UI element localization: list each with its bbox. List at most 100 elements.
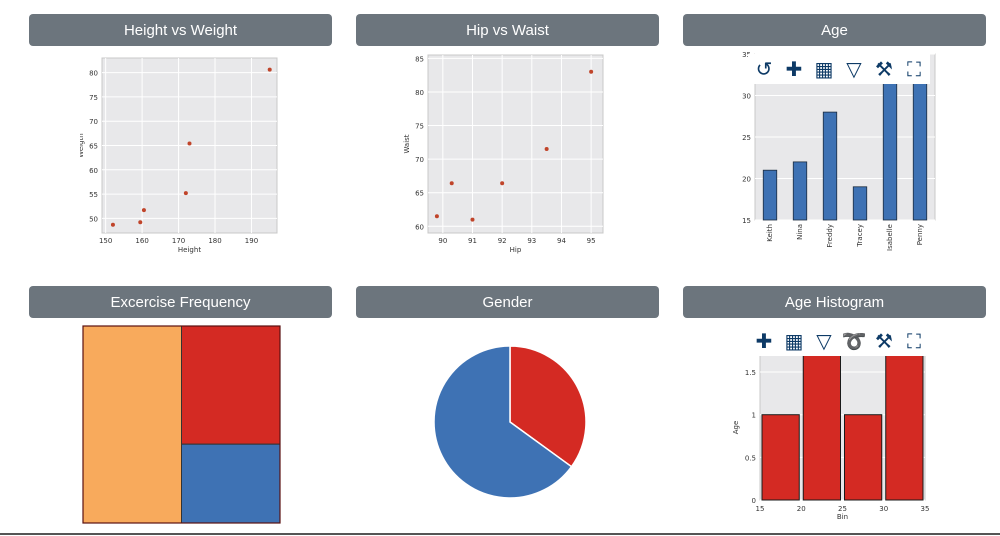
panel-title: Excercise Frequency [29,286,332,318]
x-tick-label: 15 [756,505,765,513]
panel-title: Age Histogram [683,286,986,318]
panel-age: Age [683,14,986,46]
panel-title: Height vs Weight [29,14,332,46]
x-tick-label: 180 [208,237,221,245]
data-point [589,69,594,74]
plot-area [427,54,604,234]
bar [792,161,808,221]
pan-icon[interactable]: ✚ [785,57,803,81]
bar [885,354,924,501]
bottom-divider [0,533,1000,535]
y-axis-label: Age [732,421,740,435]
y-tick-label: 75 [415,123,424,131]
y-tick-label: 85 [415,55,424,63]
x-tick-label: Nina [796,224,804,240]
x-tick-label: 30 [879,505,888,513]
bar [882,78,898,221]
bar [762,169,778,221]
panel-title: Age [683,14,986,46]
y-tick-label: 0.5 [745,454,756,462]
x-tick-label: 20 [797,505,806,513]
y-tick-label: 60 [415,223,424,231]
treemap-tile [181,443,281,524]
panel-gender: Gender [356,286,659,318]
x-tick-label: 160 [135,237,148,245]
x-tick-label: Keith [766,224,774,242]
gender-pie-chart[interactable] [420,338,600,518]
panel-title: Hip vs Waist [356,14,659,46]
panel-age-histogram: Age Histogram [683,286,986,318]
x-tick-label: Freddy [826,224,834,248]
data-point [138,220,143,225]
age-histogram-toolbar: ✚ ▦ ▽ ➰ ⚒ ⛶ [748,326,930,356]
x-axis-label: Height [178,246,201,254]
x-tick-label: 94 [557,237,566,245]
lasso-icon[interactable]: ➰ [841,329,867,353]
x-tick-label: 90 [438,237,447,245]
data-point [434,214,439,219]
bar [802,354,841,501]
fullscreen-icon[interactable]: ⛶ [907,329,921,353]
x-tick-label: 25 [838,505,847,513]
data-point [141,208,146,213]
x-axis-label: Bin [837,513,848,521]
filter-icon[interactable]: ▽ [816,329,832,353]
data-point [470,217,475,222]
y-tick-label: 0 [752,497,756,505]
y-axis-label: Waist [403,134,411,153]
y-tick-label: 1 [752,412,756,420]
y-tick-label: 35 [742,52,751,59]
x-tick-label: 91 [468,237,477,245]
treemap-border [82,325,281,524]
reset-icon[interactable]: ↺ [755,57,773,81]
x-tick-label: Isabelle [886,224,894,251]
data-point [183,191,188,196]
table-icon[interactable]: ▦ [814,57,834,81]
x-tick-label: 150 [99,237,112,245]
age-bar-chart[interactable]: 15 20 25 30 35 Keith Nina Freddy Tracey Isabelle P… [735,52,940,267]
bar [912,70,928,221]
fullscreen-icon[interactable]: ⛶ [907,57,921,81]
bar [761,414,800,501]
y-tick-label: 50 [89,215,98,223]
y-tick-label: 1.5 [745,369,756,377]
y-tick-label: 80 [89,70,98,78]
y-tick-label: 70 [415,156,424,164]
x-tick-label: 93 [527,237,536,245]
exercise-frequency-treemap[interactable] [82,325,281,524]
hip-waist-scatter-chart[interactable]: 60 65 70 75 80 85 90 91 92 93 94 95 Hip Waist [402,50,612,260]
age-histogram-chart[interactable]: 0 0.5 1 1.5 15 20 25 30 35 Bin Age [730,325,942,530]
y-tick-label: 70 [89,118,98,126]
treemap-tile [82,325,182,524]
treemap-tile [181,325,281,445]
data-point [187,141,192,146]
panel-hip-waist: Hip vs Waist [356,14,659,46]
settings-icon[interactable]: ⚒ [875,57,893,81]
x-axis-label: Hip [510,246,522,254]
data-point [267,67,272,72]
height-weight-scatter-chart[interactable]: 50 55 60 65 70 75 80 150 160 170 180 190 Height Weigt… [80,50,280,260]
table-icon[interactable]: ▦ [784,329,804,353]
data-point [110,222,115,227]
x-tick-label: Tracey [856,224,864,248]
x-tick-label: 190 [245,237,258,245]
pan-icon[interactable]: ✚ [755,329,773,353]
bar [822,111,838,221]
bar [852,186,868,221]
age-chart-toolbar: ↺ ✚ ▦ ▽ ⚒ ⛶ [748,54,930,84]
y-tick-label: 80 [415,89,424,97]
panel-exercise-frequency: Excercise Frequency [29,286,332,318]
y-tick-label: 15 [742,217,751,225]
settings-icon[interactable]: ⚒ [875,329,893,353]
data-point [449,181,454,186]
bar [844,414,883,501]
filter-icon[interactable]: ▽ [846,57,862,81]
y-tick-label: 55 [89,191,98,199]
y-tick-label: 65 [89,143,98,151]
y-axis-label: Weigth [80,133,85,157]
y-tick-label: 75 [89,94,98,102]
y-tick-label: 65 [415,190,424,198]
panel-title: Gender [356,286,659,318]
data-point [500,181,505,186]
x-tick-label: Penny [916,224,924,245]
